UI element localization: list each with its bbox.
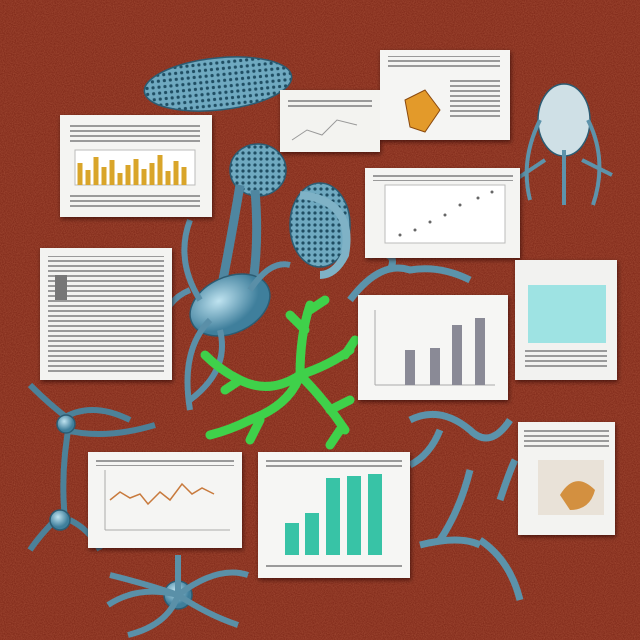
card-scatter-part-part: [490, 190, 494, 194]
card-line-chart-part: [104, 470, 230, 531]
card-small-part: [288, 98, 372, 110]
card-small: [280, 90, 380, 152]
card-photo-part: [524, 428, 609, 450]
green-neuron-part: [295, 335, 360, 380]
creatures-part: [513, 119, 613, 206]
green-neuron-part: [220, 375, 265, 445]
card-scatter-part-part: [476, 196, 480, 200]
creatures-part: [27, 382, 156, 552]
card-yellow-chart-part: [77, 155, 187, 185]
card-line-chart: [88, 452, 242, 548]
card-specimen-part: [450, 80, 500, 120]
card-scatter-part-part: [413, 228, 417, 232]
card-gray-bars-part: [452, 325, 462, 385]
card-scatter-part-part: [398, 233, 402, 237]
green-neuron: [200, 295, 360, 450]
card-scatter-part-part: [428, 220, 432, 224]
card-teal-bars-part: [305, 513, 319, 555]
creatures-part: [49, 509, 71, 531]
card-specimen: [380, 50, 510, 140]
green-neuron-part: [205, 370, 305, 440]
card-gray-bars-part: [475, 318, 485, 385]
card-line-chart-part: [88, 452, 242, 548]
creatures-part: [143, 56, 293, 112]
card-cyan: [515, 260, 617, 380]
creatures-part: [106, 555, 249, 638]
card-scatter-part: [398, 190, 494, 237]
card-photo-part: [560, 481, 595, 510]
card-scatter-part-part: [458, 203, 462, 207]
green-neuron-part: [295, 370, 355, 450]
creatures-part: [537, 83, 591, 157]
card-teal-bars-part: [326, 478, 340, 555]
card-gray-bars: [358, 295, 508, 400]
card-yellow-chart-part: [70, 192, 200, 210]
card-gray-bars-part: [430, 348, 440, 385]
green-neuron-part: [285, 295, 330, 380]
creatures: [27, 56, 613, 638]
card-photo: [518, 422, 615, 535]
card-scatter-part: [373, 173, 513, 181]
card-cyan-part: [528, 285, 606, 343]
creatures-part: [56, 414, 76, 434]
card-teal-bars-part: [285, 523, 299, 555]
card-teal-bars-part: [368, 474, 382, 555]
card-document-part: [48, 256, 164, 372]
card-line-chart-part: [96, 458, 234, 466]
card-yellow-chart-part: [70, 125, 200, 145]
card-small-part: [291, 119, 358, 141]
creatures-part: [299, 191, 351, 279]
card-document-part: [55, 275, 67, 300]
card-specimen-part: [388, 56, 500, 70]
cards: [40, 50, 617, 578]
card-cyan-part: [525, 350, 607, 370]
card-document: [40, 248, 172, 380]
card-yellow-chart: [60, 115, 212, 217]
creatures-part: [157, 218, 291, 411]
card-gray-bars-part: [405, 350, 415, 385]
card-teal-bars-part: [347, 476, 361, 555]
card-teal-bars-part: [266, 458, 402, 468]
card-scatter: [365, 168, 520, 258]
card-line-chart-part: [109, 482, 215, 506]
card-specimen-part: [404, 89, 441, 133]
card-teal-bars: [258, 452, 410, 578]
card-scatter-part-part: [443, 213, 447, 217]
card-teal-bars-part: [266, 562, 402, 570]
